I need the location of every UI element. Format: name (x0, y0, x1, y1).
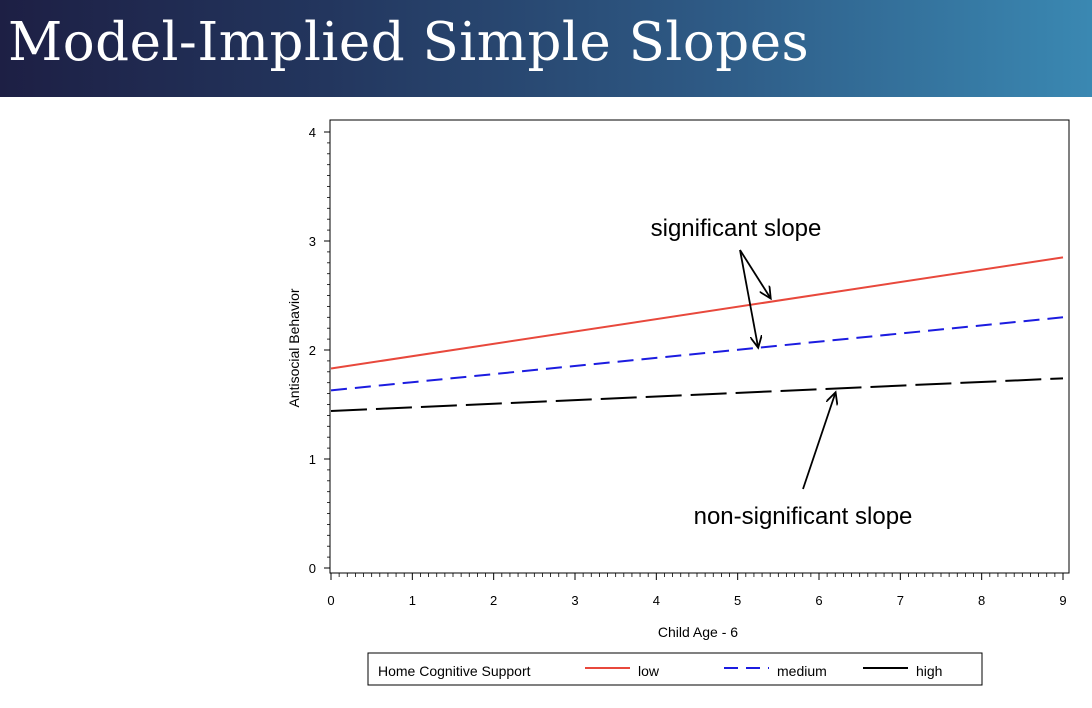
x-tick-label: 1 (409, 593, 416, 608)
y-tick-label: 1 (309, 452, 316, 467)
x-axis-title: Child Age - 6 (658, 624, 738, 640)
legend-title: Home Cognitive Support (378, 663, 531, 679)
legend-label-low: low (638, 663, 660, 679)
x-tick-label: 7 (897, 593, 904, 608)
annotation-significant-slope: significant slope (651, 215, 822, 242)
legend-label-medium: medium (777, 663, 827, 679)
y-axis-title: Antisocial Behavior (286, 288, 302, 407)
annotation-arrow (802, 393, 835, 490)
slide-title: Model-Implied Simple Slopes (8, 12, 810, 73)
legend: Home Cognitive Support low medium high (367, 652, 983, 686)
annotation-arrow (739, 249, 758, 347)
annotation-arrow (739, 249, 770, 298)
plot-frame (329, 119, 1070, 574)
y-axis: 0 1 2 3 4 (309, 125, 330, 576)
x-tick-label: 4 (653, 593, 660, 608)
annotation-layer: significant slope non-significant slope (651, 215, 913, 530)
series-line-medium (330, 316, 1064, 392)
x-tick-label: 5 (734, 593, 741, 608)
y-tick-label: 2 (309, 343, 316, 358)
x-tick-label: 0 (327, 593, 334, 608)
y-tick-label: 3 (309, 234, 316, 249)
x-tick-label: 9 (1059, 593, 1066, 608)
x-tick-label: 3 (571, 593, 578, 608)
y-tick-label: 0 (309, 561, 316, 576)
annotation-non-significant-slope: non-significant slope (694, 503, 913, 530)
series-line-high (330, 377, 1064, 413)
legend-label-high: high (916, 663, 942, 679)
x-tick-label: 6 (815, 593, 822, 608)
series-line-low (330, 256, 1064, 370)
series-layer (330, 256, 1064, 413)
y-tick-label: 4 (309, 125, 316, 140)
x-axis: 0 1 2 3 4 5 6 7 8 9 (327, 573, 1067, 608)
x-tick-label: 2 (490, 593, 497, 608)
x-tick-label: 8 (978, 593, 985, 608)
title-banner: Model-Implied Simple Slopes (0, 0, 1092, 97)
